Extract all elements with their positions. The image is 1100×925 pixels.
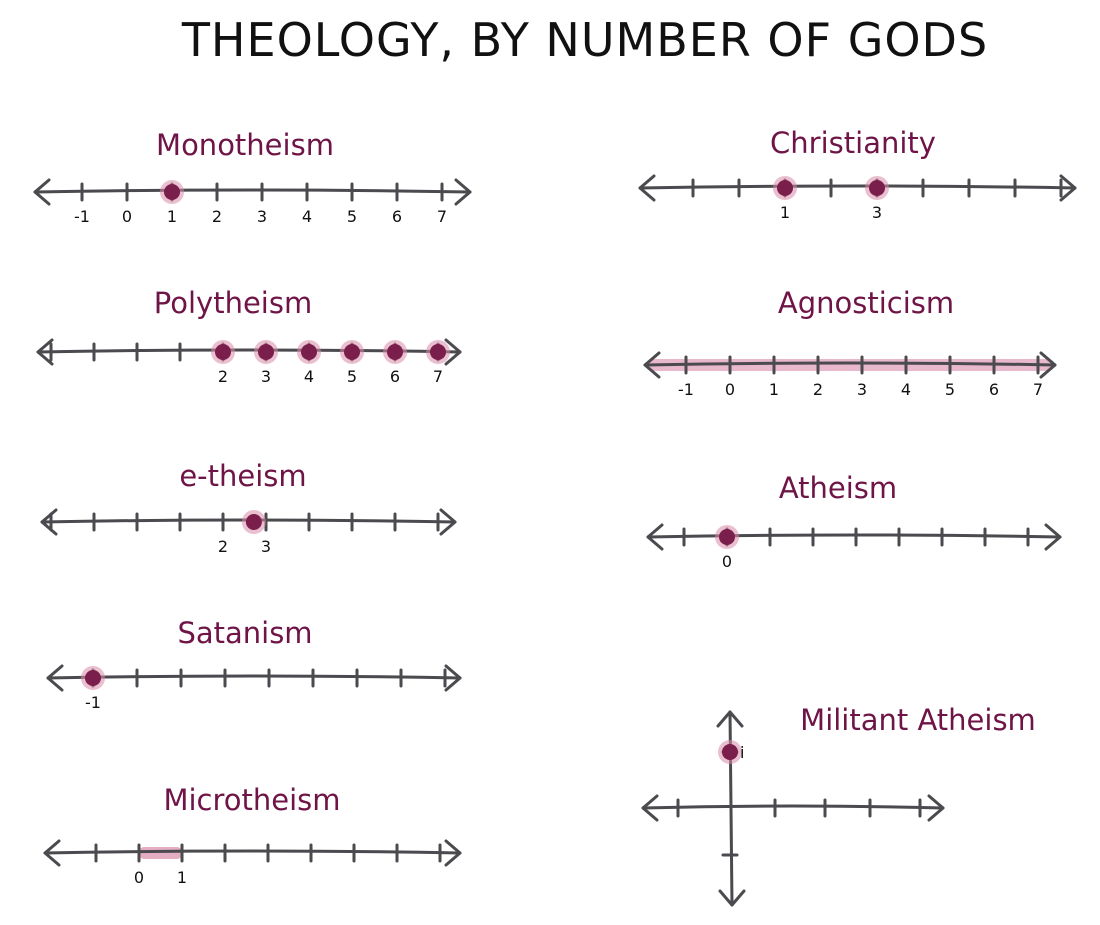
tick-label: 2 <box>813 380 823 399</box>
arrow-left-icon <box>638 174 656 202</box>
panel-e-theism: e-theism 2 3 <box>40 459 457 556</box>
arrow-right-icon <box>927 794 945 822</box>
tick-label: 6 <box>390 367 400 386</box>
arrow-left-icon <box>646 523 664 551</box>
comic-title: THEOLOGY, BY NUMBER OF GODS <box>181 13 988 67</box>
tick-label: 1 <box>780 203 790 222</box>
tick-label: 4 <box>304 367 314 386</box>
panel-militant-atheism: Militant Atheism i <box>641 703 1036 907</box>
tick-label: 1 <box>167 207 177 226</box>
tick-label: 4 <box>901 380 911 399</box>
tick-label: 6 <box>392 207 402 226</box>
panel-title: Monotheism <box>156 128 334 162</box>
panel-microtheism: Microtheism 0 1 <box>43 783 462 887</box>
panel-title: e-theism <box>179 459 306 493</box>
axis-line <box>646 533 1062 539</box>
panel-satanism: Satanism -1 <box>46 616 462 712</box>
axis-line <box>46 674 462 680</box>
panel-monotheism: Monotheism -1 0 1 2 3 4 5 6 7 <box>33 128 472 226</box>
panel-title: Satanism <box>177 616 312 650</box>
tick-label: 3 <box>261 367 271 386</box>
arrow-left-icon <box>33 178 51 206</box>
arrow-left-icon <box>46 664 64 692</box>
tick-label: 0 <box>134 868 144 887</box>
axis-line <box>638 184 1077 190</box>
panel-title: Microtheism <box>163 783 340 817</box>
data-point <box>722 744 738 760</box>
tick-label: i <box>740 743 744 762</box>
data-point <box>164 184 180 200</box>
arrow-right-icon <box>1044 523 1062 551</box>
data-point <box>85 670 101 686</box>
arrow-down-icon <box>718 889 746 907</box>
tick-label: 2 <box>218 537 228 556</box>
tick-label: 3 <box>872 203 882 222</box>
data-point <box>387 344 403 360</box>
data-point <box>869 180 885 196</box>
tick-label: -1 <box>678 380 694 399</box>
arrow-right-icon <box>444 338 462 366</box>
arrow-right-icon <box>454 178 472 206</box>
tick-label: 0 <box>122 207 132 226</box>
tick-label: 7 <box>437 207 447 226</box>
arrow-left-icon <box>643 351 661 379</box>
arrow-left-icon <box>43 839 61 867</box>
panel-title: Militant Atheism <box>800 703 1036 737</box>
data-point <box>245 514 262 530</box>
data-point <box>301 344 317 360</box>
arrow-right-icon <box>444 839 462 867</box>
arrow-right-icon <box>444 664 462 692</box>
tick-label: 2 <box>212 207 222 226</box>
arrow-left-icon <box>36 338 54 366</box>
arrow-right-icon <box>1059 174 1077 202</box>
tick-label: 1 <box>177 868 187 887</box>
panel-christianity: Christianity 1 3 <box>638 126 1077 222</box>
tick-label: 5 <box>945 380 955 399</box>
tick-label: 3 <box>257 207 267 226</box>
panel-title: Atheism <box>779 471 897 505</box>
tick-label: 3 <box>857 380 867 399</box>
tick-label: 4 <box>302 207 312 226</box>
arrow-up-icon <box>716 710 744 728</box>
tick-label: 0 <box>725 380 735 399</box>
panel-atheism: Atheism 0 <box>646 471 1062 571</box>
tick-label: -1 <box>74 207 90 226</box>
tick-label: 5 <box>347 367 357 386</box>
axis-line <box>33 188 472 194</box>
data-point <box>719 529 735 545</box>
panel-polytheism: Polytheism 2 3 4 5 6 7 <box>36 286 462 386</box>
data-point <box>430 344 446 360</box>
tick-label: 1 <box>769 380 779 399</box>
data-point <box>215 344 231 360</box>
tick-label: 7 <box>433 367 443 386</box>
arrow-right-icon <box>439 508 457 536</box>
axis-line <box>643 361 1057 367</box>
data-point <box>344 344 360 360</box>
tick-label: 7 <box>1033 380 1043 399</box>
tick-label: 0 <box>722 552 732 571</box>
arrow-right-icon <box>1039 351 1057 379</box>
panel-title: Polytheism <box>154 286 312 320</box>
arrow-left-icon <box>641 794 659 822</box>
panel-title: Agnosticism <box>778 286 954 320</box>
tick-label: 5 <box>347 207 357 226</box>
panel-agnosticism: Agnosticism -1 0 1 2 3 4 5 6 7 <box>643 286 1057 399</box>
tick-label: 3 <box>261 537 271 556</box>
panel-title: Christianity <box>770 126 936 160</box>
data-point <box>777 180 793 196</box>
data-point <box>258 344 274 360</box>
tick-label: 6 <box>989 380 999 399</box>
tick-label: 2 <box>218 367 228 386</box>
tick-label: -1 <box>85 693 101 712</box>
axis-line <box>641 804 945 810</box>
axis-line <box>43 849 462 855</box>
